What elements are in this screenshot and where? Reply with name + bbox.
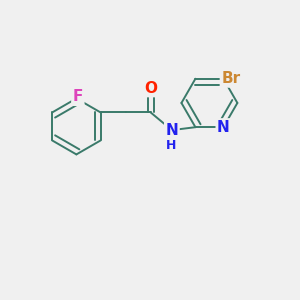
Text: O: O xyxy=(144,81,157,96)
Text: F: F xyxy=(73,89,83,104)
Text: N: N xyxy=(166,123,178,138)
Text: Br: Br xyxy=(221,71,240,86)
Text: H: H xyxy=(166,139,176,152)
Text: N: N xyxy=(217,120,230,135)
